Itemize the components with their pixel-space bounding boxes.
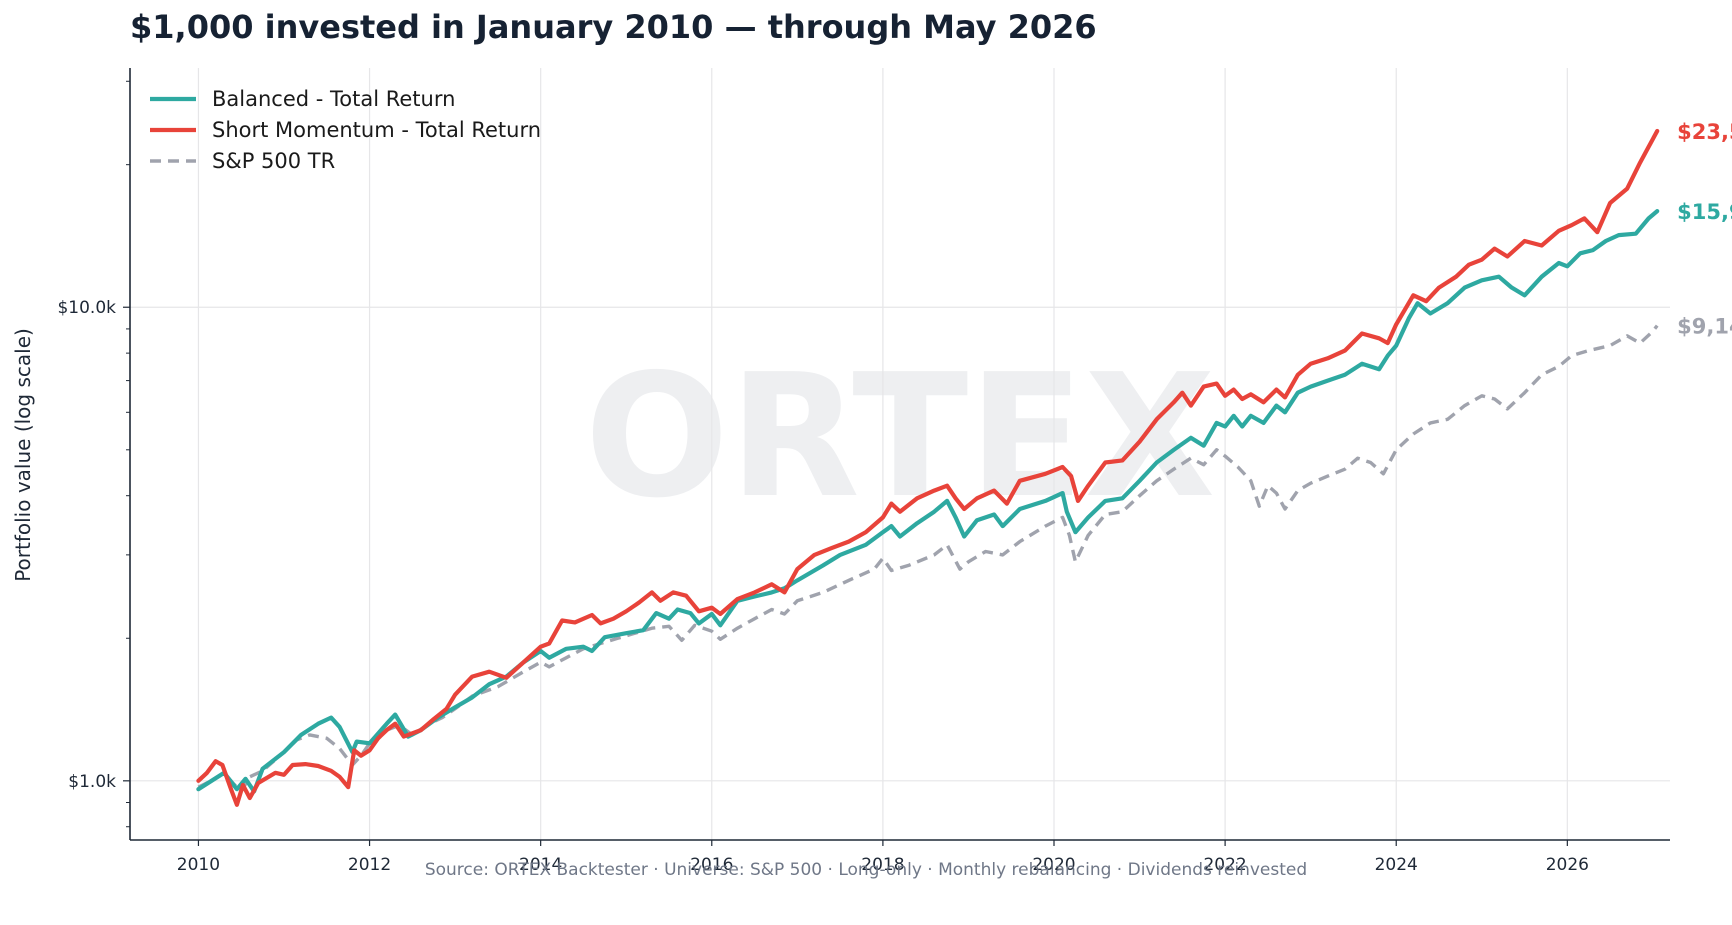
tick-labels: 2010 2012 2014 2016 2018 2020 2022 2024 2026 $1.0…: [57, 298, 1588, 875]
end-labels: $9,147 $15,961 $23,555: [1677, 120, 1732, 339]
y-tick-label: $10.0k: [57, 298, 116, 318]
legend: Balanced - Total Return Short Momentum - …: [150, 87, 541, 173]
end-value-label-0: $15,961: [1677, 200, 1732, 224]
axes: [129, 68, 1670, 841]
series-lines: [196, 128, 1660, 807]
x-tick-label: 2010: [177, 855, 220, 875]
x-tick-label: 2022: [1203, 855, 1246, 875]
legend-label-0: Balanced - Total Return: [212, 87, 455, 111]
x-tick-label: 2020: [1032, 855, 1075, 875]
end-value-label-1: $23,555: [1677, 120, 1732, 144]
end-value-label-2: $9,147: [1677, 315, 1732, 339]
y-tick-label: $1.0k: [68, 772, 116, 792]
tick-marks: [123, 80, 1568, 846]
chart-title: $1,000 invested in January 2010 — throug…: [130, 8, 1097, 46]
x-tick-label: 2018: [861, 855, 904, 875]
legend-label-2: S&P 500 TR: [212, 149, 335, 173]
source-note: Source: ORTEX Backtester · Universe: S&P…: [424, 860, 1308, 880]
x-tick-label: 2016: [690, 855, 733, 875]
x-tick-label: 2014: [519, 855, 562, 875]
x-tick-label: 2012: [348, 855, 391, 875]
y-axis-title: Portfolio value (log scale): [11, 328, 35, 582]
x-tick-label: 2024: [1375, 855, 1418, 875]
x-tick-label: 2026: [1546, 855, 1589, 875]
watermark: ORTEX: [585, 338, 1216, 536]
legend-label-1: Short Momentum - Total Return: [212, 118, 541, 142]
series-line-1: [196, 128, 1660, 807]
